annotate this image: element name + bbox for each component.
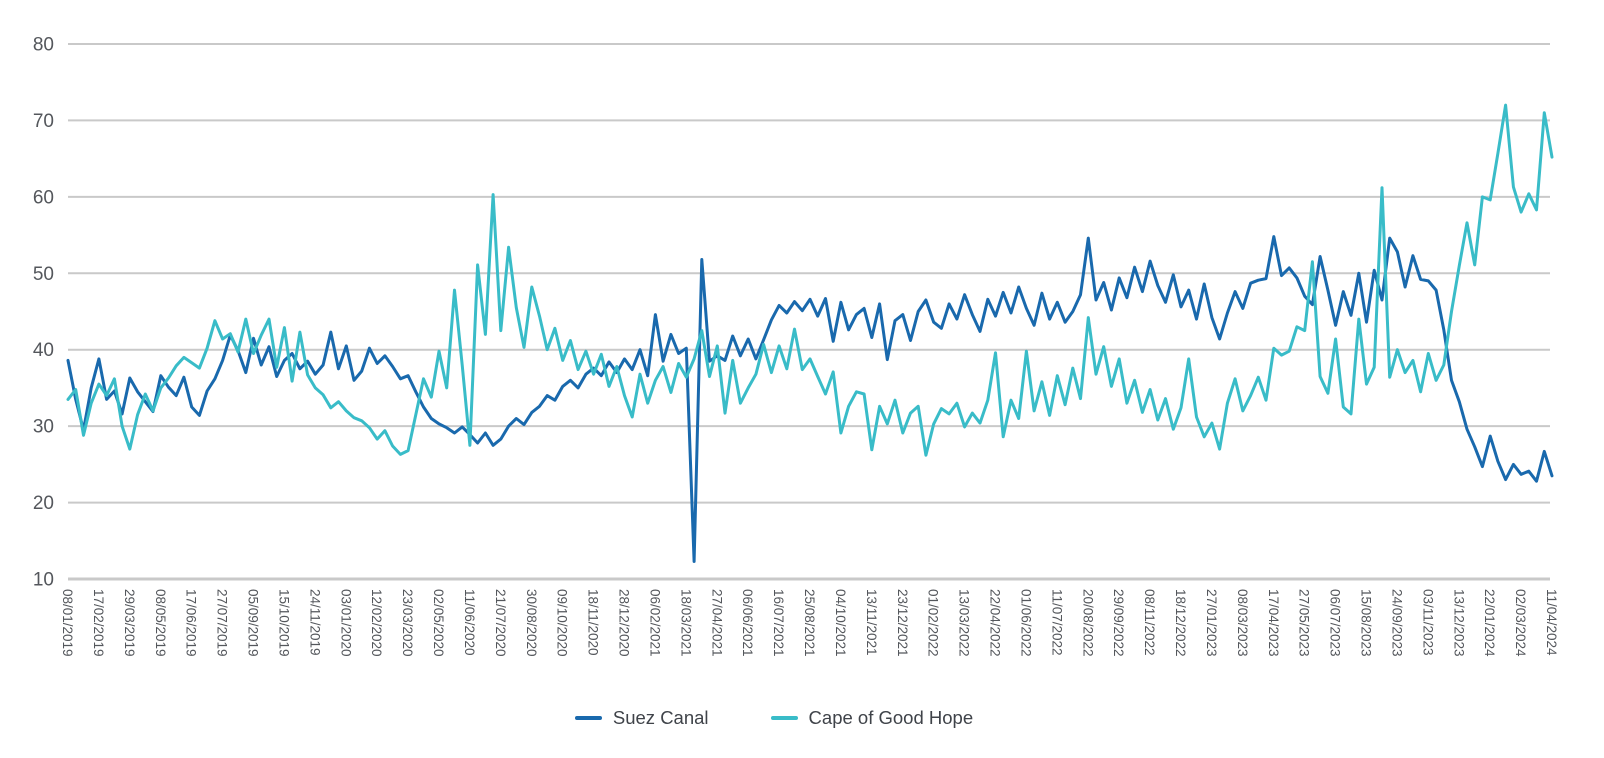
x-axis-tick-label: 27/07/2019 [215,589,230,657]
x-axis-tick-label: 08/05/2019 [153,589,168,657]
cape-of-good-hope-line-swatch [770,715,798,721]
y-axis-tick-label: 50 [33,264,54,285]
legend-label: Suez Canal [612,707,709,728]
x-axis-tick-label: 08/03/2023 [1235,589,1250,657]
x-axis-tick-label: 21/07/2020 [493,589,508,657]
x-axis-tick-label: 05/09/2019 [246,589,261,657]
x-axis-tick-label: 17/04/2023 [1266,589,1281,657]
x-axis-labels: 08/01/2019 17/02/2019 29/03/2019 08/05/2019… [60,589,1559,657]
x-axis-tick-label: 13/12/2023 [1451,589,1466,657]
x-axis-tick-label: 13/11/2021 [864,589,879,656]
x-axis-tick-label: 18/11/2020 [586,589,601,656]
x-axis-tick-label: 01/02/2022 [926,589,941,657]
gridlines [68,43,1550,581]
x-axis-tick-label: 22/01/2024 [1482,589,1497,657]
legend-item-cape-of-good-hope[interactable]: Cape of Good Hope [770,707,974,729]
x-axis-tick-label: 27/01/2023 [1204,589,1219,657]
x-axis-tick-label: 24/09/2023 [1389,589,1404,657]
x-axis-tick-label: 06/06/2021 [740,589,755,657]
x-axis-tick-label: 01/06/2022 [1018,589,1033,657]
x-axis-tick-label: 02/05/2020 [431,589,446,657]
y-axis-tick-label: 10 [33,570,54,591]
suez-canal-line-swatch [574,715,602,721]
x-axis-tick-label: 24/11/2019 [307,589,322,656]
x-axis-tick-label: 06/02/2021 [647,589,662,657]
series-line-suez-canal [66,235,1554,563]
x-axis-tick-label: 12/02/2020 [369,589,384,657]
x-axis-tick-label: 08/01/2019 [60,589,75,657]
y-axis-tick-label: 70 [33,111,54,132]
x-axis-tick-label: 28/12/2020 [617,589,632,657]
y-axis-labels: 10 20 30 40 50 60 70 80 [33,35,54,591]
x-axis-tick-label: 22/04/2022 [988,589,1003,657]
x-axis-tick-label: 15/08/2023 [1359,589,1374,657]
y-axis-tick-label: 20 [33,493,54,514]
y-axis-tick-label: 40 [33,340,54,361]
x-axis-tick-label: 03/01/2020 [338,589,353,657]
x-axis-tick-label: 29/09/2022 [1111,589,1126,657]
x-axis-tick-label: 20/08/2022 [1080,589,1095,657]
x-axis-tick-label: 27/04/2021 [709,589,724,657]
legend-label: Cape of Good Hope [808,707,974,728]
x-axis-tick-label: 11/06/2020 [462,589,477,656]
x-axis-tick-label: 17/02/2019 [91,589,106,657]
x-axis-tick-label: 02/03/2024 [1513,589,1528,657]
x-axis-tick-label: 04/10/2021 [833,589,848,657]
x-axis-tick-label: 03/11/2023 [1420,589,1435,656]
x-axis-tick-label: 23/12/2021 [895,589,910,657]
chart-legend: Suez Canal Cape of Good Hope [0,700,1576,736]
x-axis-tick-label: 27/05/2023 [1297,589,1312,657]
x-axis-tick-label: 15/10/2019 [276,589,291,657]
x-axis-tick-label: 17/06/2019 [184,589,199,657]
y-axis-tick-label: 60 [33,187,54,208]
x-axis-tick-label: 18/12/2022 [1173,589,1188,657]
x-axis-tick-label: 08/11/2022 [1142,589,1157,656]
x-axis-tick-label: 29/03/2019 [122,589,137,657]
series-line-cape-of-good-hope [66,103,1554,457]
x-axis-tick-label: 09/10/2020 [555,589,570,657]
x-axis-tick-label: 06/07/2023 [1328,589,1343,657]
x-axis-tick-label: 30/08/2020 [524,589,539,657]
x-axis-tick-label: 18/03/2021 [678,589,693,657]
x-axis-tick-label: 13/03/2022 [957,589,972,657]
x-axis-tick-label: 11/04/2024 [1544,589,1559,656]
y-axis-tick-label: 80 [33,35,54,56]
x-axis-tick-label: 16/07/2021 [771,589,786,657]
x-axis-tick-label: 23/03/2020 [400,589,415,657]
legend-item-suez-canal[interactable]: Suez Canal [574,707,709,729]
y-axis-tick-label: 30 [33,417,54,438]
x-axis-tick-label: 25/08/2021 [802,589,817,657]
x-axis-tick-label: 11/07/2022 [1049,589,1064,656]
